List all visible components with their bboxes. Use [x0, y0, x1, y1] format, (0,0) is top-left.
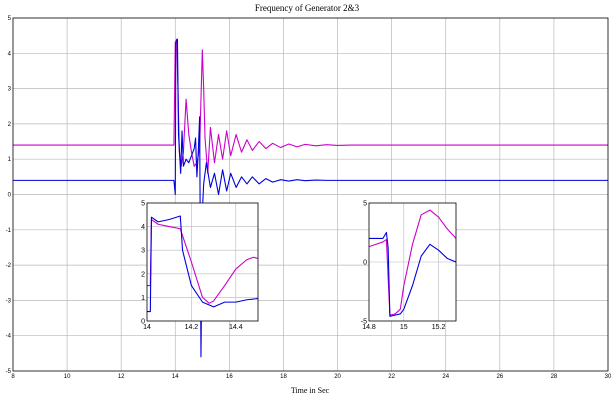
- inset-y-tick-label: 4: [141, 224, 145, 231]
- series-line-2: [13, 38, 608, 358]
- x-tick-label: 14: [172, 374, 179, 380]
- x-tick-label: 22: [388, 374, 395, 380]
- inset-y-tick-label: 1: [141, 295, 145, 302]
- main-axes-box: [12, 17, 609, 372]
- x-tick-label: 26: [496, 374, 503, 380]
- x-tick-label: 8: [11, 374, 15, 380]
- inset-plot-1: 14 14.2 14.4 0 1 2 3 4 5: [141, 201, 259, 331]
- y-tick-label: 0: [8, 193, 12, 199]
- y-tick-label: -1: [6, 228, 12, 234]
- y-tick-label: 3: [8, 87, 12, 93]
- series-line-1: [13, 38, 608, 174]
- y-tick-label: 5: [8, 16, 12, 22]
- x-axis-label: Time in Sec: [291, 386, 330, 395]
- y-tick-label: 4: [8, 51, 12, 57]
- x-tick-label: 10: [64, 374, 71, 380]
- inset-x-tick-label: 14.2: [185, 324, 199, 331]
- inset-y-tick-label: 2: [141, 271, 145, 278]
- y-tick-label: -4: [6, 334, 12, 340]
- inset-y-tick-label: -5: [361, 319, 367, 326]
- y-tick-label: -3: [6, 298, 12, 304]
- y-tick-label: -2: [6, 263, 12, 269]
- x-tick-label: 20: [334, 374, 341, 380]
- inset-y-tick-label: 0: [363, 260, 367, 267]
- x-tick-label: 30: [605, 374, 611, 380]
- inset-axes-box: [146, 202, 259, 322]
- x-tick-label: 12: [118, 374, 125, 380]
- inset-x-tick-label: 14.8: [362, 324, 376, 331]
- inset-series-line-1: [369, 209, 456, 316]
- x-tick-label: 16: [226, 374, 233, 380]
- y-tick-label: 2: [8, 122, 12, 128]
- main-plot-frame: [12, 17, 609, 372]
- inset-axes-box: [368, 202, 457, 322]
- main-grid: [13, 18, 608, 371]
- main-series-group: [13, 38, 608, 358]
- inset-x-tick-label: 14.4: [229, 324, 243, 331]
- inset-x-tick-label: 14: [143, 324, 151, 331]
- inset-y-tick-label: 3: [141, 248, 145, 255]
- inset-plot-2: 14.8 15 15.2 -5 0 5: [361, 201, 457, 331]
- inset-y-tick-label: 5: [363, 201, 367, 208]
- inset-series-line-2: [147, 215, 258, 313]
- inset-series-group: [147, 215, 258, 313]
- y-tick-label: 1: [8, 157, 12, 163]
- inset-series-line-2: [369, 231, 456, 317]
- inset-series-group: [369, 209, 456, 317]
- x-tick-label: 18: [280, 374, 287, 380]
- y-tick-label: -5: [6, 369, 12, 375]
- inset-x-tick-label: 15: [400, 324, 408, 331]
- chart-title: Frequency of Generator 2&3: [255, 3, 360, 13]
- inset-y-tick-label: 0: [141, 319, 145, 326]
- inset-x-tick-label: 15.2: [432, 324, 446, 331]
- x-tick-label: 28: [551, 374, 558, 380]
- inset-y-tick-label: 5: [141, 201, 145, 208]
- inset-series-line-1: [147, 218, 258, 304]
- x-tick-label: 24: [442, 374, 449, 380]
